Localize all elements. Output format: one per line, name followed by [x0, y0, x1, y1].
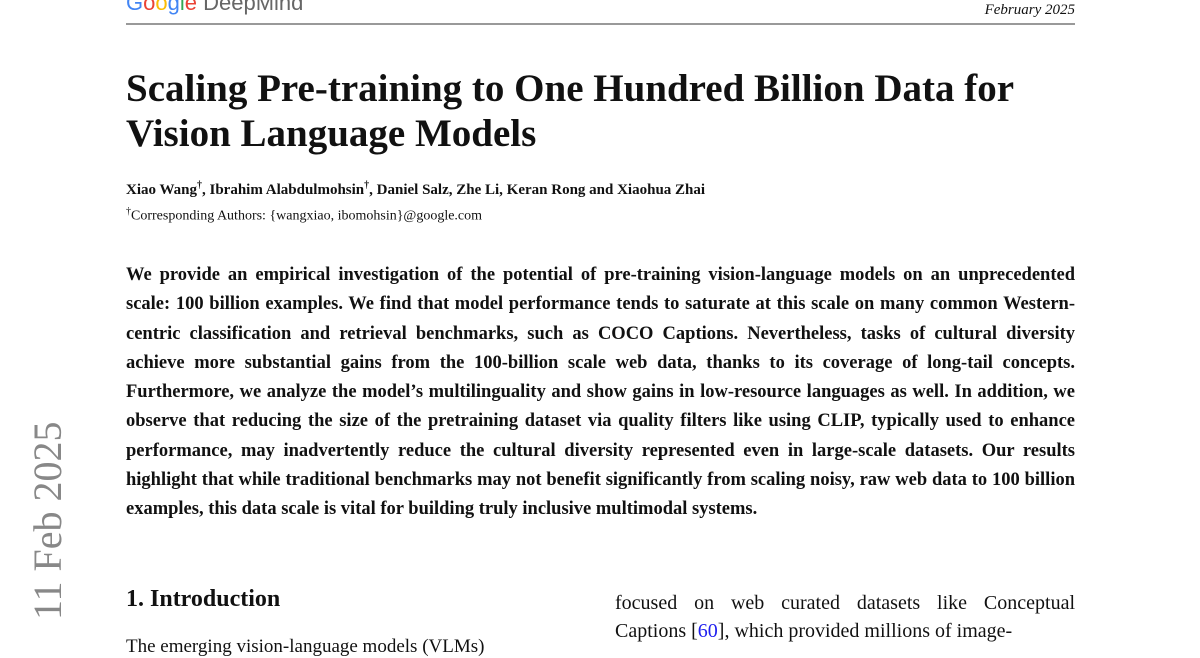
header-date: February 2025: [984, 2, 1075, 18]
body-text: ], which provided millions of image-: [717, 620, 1013, 642]
arxiv-side-stamp: 11 Feb 2025: [25, 421, 70, 620]
dagger: †: [364, 180, 370, 191]
intro-left-column: The emerging vision-language models (VLM…: [126, 636, 485, 657]
corresponding-authors: †Corresponding Authors: {wangxiao, ibomo…: [126, 206, 482, 225]
author-list: Xiao Wang†, Ibrahim Alabdulmohsin†, Dani…: [126, 180, 705, 199]
dagger: †: [197, 180, 202, 191]
corresponding-text: Corresponding Authors: {wangxiao, ibomoh…: [131, 208, 483, 224]
google-deepmind-logo: Google DeepMind: [126, 0, 304, 15]
paper-title: Scaling Pre-training to One Hundred Bill…: [126, 67, 1014, 155]
body-text: focused on web curated datasets like Con…: [615, 592, 1075, 642]
citation-link[interactable]: 60: [697, 620, 718, 642]
intro-right-column: focused on web curated datasets like Con…: [615, 589, 1075, 645]
dagger: †: [126, 206, 131, 217]
abstract: We provide an empirical investigation of…: [126, 265, 1075, 520]
header-rule: [126, 23, 1075, 25]
author: Xiao Wang: [126, 182, 197, 198]
authors-rest: , Daniel Salz, Zhe Li, Keran Rong and Xi…: [369, 182, 706, 198]
author: , Ibrahim Alabdulmohsin: [202, 182, 365, 198]
section-heading: 1. Introduction: [126, 586, 281, 612]
